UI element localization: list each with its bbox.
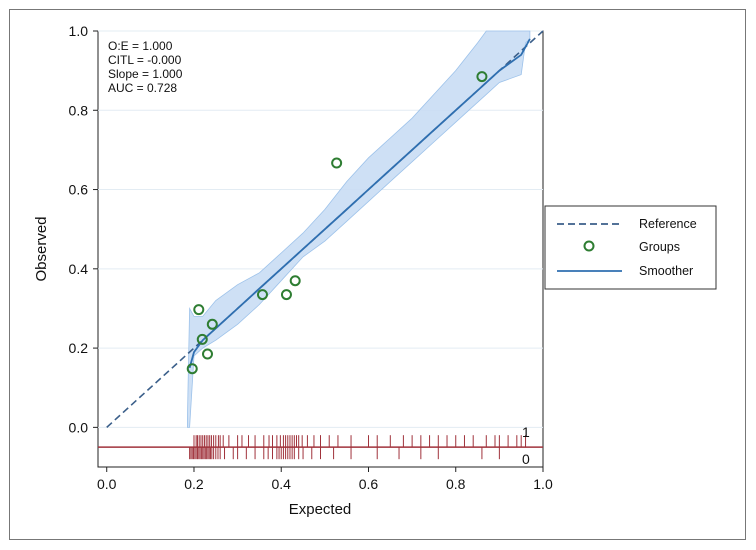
legend-groups-label: Groups [639, 240, 680, 254]
y-tick-label-0: 0.0 [69, 419, 89, 435]
group-point-3 [202, 348, 214, 360]
group-point-9 [476, 71, 488, 83]
y-tick-label-2: 0.4 [69, 261, 89, 277]
x-tick-label-0: 0.0 [97, 476, 117, 492]
y-tick-label-3: 0.6 [69, 182, 89, 198]
x-tick-label-4: 0.8 [446, 476, 466, 492]
group-point-8 [331, 157, 343, 169]
grid-lines [98, 30, 543, 428]
x-tick-label-1: 0.2 [184, 476, 204, 492]
group-point-2 [196, 333, 208, 345]
legend-box [544, 205, 717, 290]
y-tick-label-1: 0.2 [69, 340, 89, 356]
legend-smoother-label: Smoother [639, 264, 693, 278]
x-tick-label-3: 0.6 [359, 476, 379, 492]
y-axis-ticks: 0.0 0.2 0.4 0.6 0.8 1.0 [69, 23, 98, 435]
group-point-7 [289, 275, 301, 287]
rug-plot-layer [98, 435, 543, 460]
group-point-0 [186, 363, 198, 375]
stat-auc: AUC = 0.728 [108, 81, 177, 95]
legend-reference-label: Reference [639, 217, 697, 231]
group-points-layer [186, 71, 488, 375]
y-tick-label-4: 0.8 [69, 102, 89, 118]
rug-label-events: 1 [522, 424, 530, 440]
figure-frame [9, 9, 746, 540]
legend: Reference Groups Smoother [544, 205, 717, 290]
group-point-1 [193, 304, 205, 316]
stat-oe: O:E = 1.000 [108, 39, 173, 53]
x-tick-label-2: 0.4 [272, 476, 292, 492]
stat-citl: CITL = -0.000 [108, 53, 182, 67]
legend-groups-swatch [583, 240, 595, 252]
x-axis-ticks: 0.0 0.2 0.4 0.6 0.8 1.0 [97, 467, 553, 492]
group-point-5 [256, 289, 268, 301]
x-tick-label-5: 1.0 [533, 476, 553, 492]
y-tick-label-5: 1.0 [69, 23, 89, 39]
rug-label-nonevents: 0 [522, 451, 530, 467]
x-axis-label: Expected [289, 501, 352, 518]
group-point-4 [206, 318, 218, 330]
group-point-6 [280, 289, 292, 301]
y-axis-label: Observed [33, 216, 50, 281]
stat-slope: Slope = 1.000 [108, 67, 183, 81]
